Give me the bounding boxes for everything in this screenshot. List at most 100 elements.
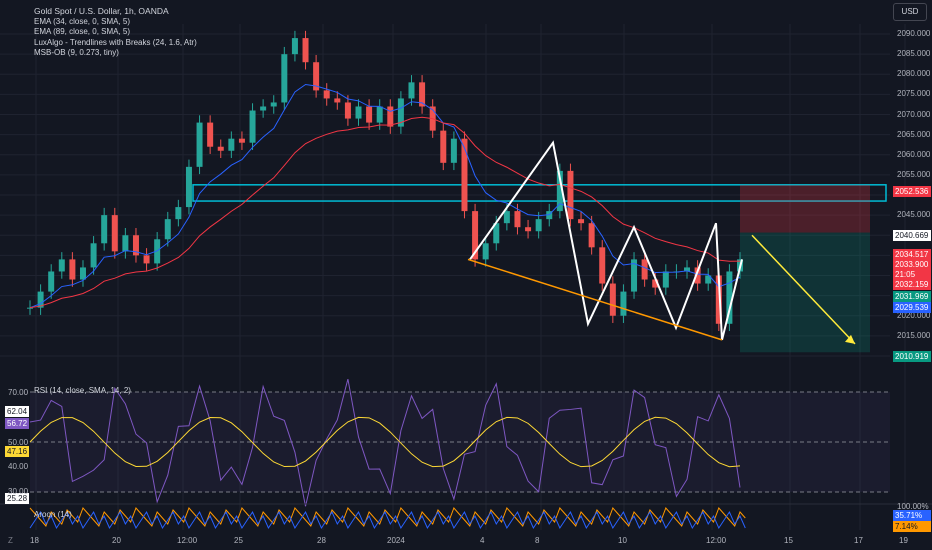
aroon-panel [0,503,932,530]
candle [196,122,203,167]
aroon-down-line [29,510,746,530]
price-tag: 2031.969 [893,291,931,302]
candle [260,106,267,111]
x-tick-label: 19 [899,536,908,545]
rsi-tick-label: 70.00 [8,388,29,397]
rsi-line [29,378,741,507]
supply-zone-box [192,184,887,202]
zigzag-pattern [469,140,743,341]
candle [715,275,722,324]
candle [535,219,542,232]
currency-button[interactable]: USD [893,3,927,21]
candle [217,146,224,151]
candle [631,259,638,292]
x-tick-label: 10 [618,536,627,545]
rsi-value-tag: 25.28 [5,493,29,504]
candle [323,90,330,99]
price-tag: 2040.669 [893,230,931,241]
x-tick-label: 28 [317,536,326,545]
candle [175,207,182,220]
candle [588,223,595,248]
aroon-label[interactable]: Aroon (14) [34,510,72,519]
candle [450,138,457,163]
rsi-value-tag: 62.04 [5,406,29,417]
x-tick-label: 2024 [387,536,405,545]
candle [302,38,309,63]
x-tick-label: 12:00 [177,536,198,545]
symbol-title[interactable]: Gold Spot / U.S. Dollar, 1h, OANDA [34,6,169,16]
rsi-value-tag: 47.16 [5,446,29,457]
candle [482,243,489,260]
price-tag: 2034.517 [893,249,931,260]
y-tick-label: 2080.000 [897,69,931,79]
candle [238,138,245,143]
y-tick-label: 2090.000 [897,29,931,39]
candle [207,122,214,147]
candle [546,211,553,220]
candle [567,170,574,220]
legend: Gold Spot / U.S. Dollar, 1h, OANDA EMA (… [34,6,197,59]
candle [397,98,404,127]
aroon-up-line [29,507,746,527]
candle [291,38,298,55]
candles [27,30,743,332]
zoom-icon[interactable]: Z [8,536,13,545]
price-tag: 21:05 [893,269,931,280]
candle [525,227,532,232]
candle [556,170,563,212]
candle [493,223,500,244]
rsi-tick-label: 40.00 [8,462,29,471]
y-tick-label: 2065.000 [897,129,931,139]
x-tick-label: 18 [30,536,39,545]
candle [408,82,415,99]
candle [641,259,648,280]
ema-89-line [29,116,741,309]
candle [652,279,659,288]
candle [472,211,479,260]
candle [609,283,616,316]
y-tick-label: 2085.000 [897,49,931,59]
aroon-value-tag: 7.14% [893,521,931,532]
candle [185,166,192,208]
y-tick-label: 2055.000 [897,169,931,179]
y-tick-label: 2020.000 [897,310,931,320]
x-tick-label: 12:00 [706,536,727,545]
msb-ob-label[interactable]: MSB-OB (9, 0.273, tiny) [34,48,119,57]
target-arrow-head [845,334,855,344]
rsi-tick-label: 50.00 [8,438,29,447]
candle [578,219,585,224]
y-tick-label: 2070.000 [897,109,931,119]
rsi-tick-label: 30.00 [8,487,29,496]
x-tick-label: 8 [535,536,540,545]
candle [37,291,44,308]
candle [461,138,468,212]
candle [376,106,383,123]
ema-34-line [29,83,741,309]
candle [662,271,669,288]
candle [366,106,373,123]
candle [48,271,55,292]
candle [694,267,701,284]
candle [27,307,33,309]
ema-89-label[interactable]: EMA (89, close, 0, SMA, 5) [34,27,131,36]
candle [334,98,341,103]
candle [726,271,733,324]
take-profit-box [740,232,870,353]
rsi-ma-line [29,416,741,468]
candle [79,267,86,280]
x-tick-label: 25 [234,536,243,545]
candle [620,291,627,316]
luxalgo-label[interactable]: LuxAlgo - Trendlines with Breaks (24, 1.… [34,37,197,47]
candle [313,62,320,91]
x-tick-label: 4 [480,536,485,545]
candle [355,106,362,119]
y-tick-label: 2060.000 [897,149,931,159]
candle [90,243,97,268]
rsi-label[interactable]: RSI (14, close, SMA, 14, 2) [34,386,131,395]
price-tag: 2029.539 [893,302,931,313]
candle [143,255,150,264]
ema-34-label[interactable]: EMA (34, close, 0, SMA, 5) [34,16,131,26]
y-tick-label: 2015.000 [897,330,931,340]
candle [228,138,235,151]
